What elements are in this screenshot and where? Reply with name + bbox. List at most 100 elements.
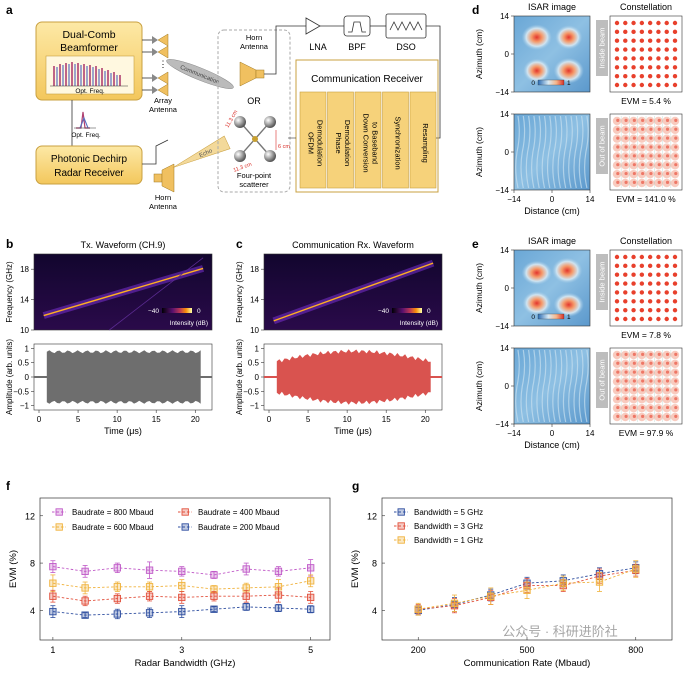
isar-streak	[531, 115, 536, 189]
constellation-point-core	[665, 127, 670, 131]
constellation-point-core	[657, 154, 661, 158]
constellation-point	[639, 47, 645, 52]
colorbar	[162, 308, 192, 313]
data-point	[242, 565, 250, 573]
constellation-point	[656, 254, 661, 260]
constellation-point	[614, 307, 620, 313]
constellation-point	[614, 73, 620, 79]
target-region	[217, 29, 291, 193]
constellation-point	[656, 307, 661, 313]
isar-streak	[573, 349, 579, 423]
panel-label-g: g	[352, 479, 359, 493]
legend-marker	[181, 523, 189, 531]
constellation-point-core	[632, 379, 636, 383]
constellation-point	[664, 47, 669, 52]
constellation-point-core	[641, 118, 645, 122]
isar-title: ISAR image	[528, 236, 576, 246]
ylabel-azimuth: Azimuth (cm)	[474, 361, 484, 411]
isar-streak	[520, 115, 526, 189]
constellation-point-core	[649, 388, 653, 392]
data-point	[81, 611, 89, 619]
waveform-envelope	[46, 350, 201, 404]
constellation-point	[614, 47, 620, 52]
constellation-point	[623, 20, 628, 26]
constellation-point-core	[665, 370, 670, 374]
constellation-point-core	[641, 370, 645, 374]
inside-beam-label: Inside beam	[598, 28, 607, 69]
isar-streak	[525, 349, 531, 423]
data-point	[49, 562, 57, 571]
svg-text:⋮: ⋮	[159, 59, 168, 69]
panel-label-f: f	[6, 479, 11, 493]
or-label: OR	[247, 96, 261, 106]
constellation-point	[647, 29, 653, 35]
data-point	[178, 581, 186, 590]
tick-label: 10	[20, 326, 29, 335]
isar-streak	[557, 115, 563, 189]
tick-label: −1	[250, 402, 260, 411]
panel-d: ISAR image Constellation 0 1 14 0 −14 Azimuth (…	[474, 2, 683, 216]
tick-label: −14	[495, 322, 509, 331]
constellation-point-core	[649, 118, 653, 122]
constellation-point	[614, 56, 620, 61]
constellation-point	[623, 82, 628, 88]
data-point	[145, 583, 154, 591]
constellation-point-core	[665, 145, 670, 149]
beam-label-bg	[596, 352, 608, 408]
constellation-point-core	[641, 145, 645, 149]
evm-inside: EVM = 5.4 %	[621, 96, 671, 106]
constellation-point	[672, 73, 678, 79]
tick-label: 0	[505, 148, 510, 157]
isar-streak	[536, 115, 542, 189]
isar-hotspot	[555, 25, 583, 50]
tick-label: 14	[500, 110, 509, 119]
data-point	[113, 564, 121, 572]
constellation-point	[614, 82, 620, 88]
colorbar-min: −40	[148, 308, 159, 315]
constellation-point	[623, 47, 628, 52]
opt-freq-label2: Opt. Freq.	[71, 132, 100, 139]
tick-label: 14	[250, 296, 259, 305]
panel-g-chart: 4 8 12 200 500 800 Communication Rate (Mbaud) E…	[350, 497, 673, 669]
tick-label: 14	[500, 246, 509, 255]
tick-label: 14	[586, 429, 595, 438]
chirp-sideband	[109, 257, 204, 331]
data-point	[414, 605, 422, 613]
data-point	[274, 591, 283, 599]
constellation-point	[631, 299, 636, 304]
legend-label: Bandwidth = 3 GHz	[414, 522, 483, 531]
constellation-point	[639, 82, 645, 88]
isar-streak	[557, 349, 563, 423]
dso-label: DSO	[396, 42, 416, 52]
constellation-point	[672, 82, 678, 88]
communication-receiver	[295, 59, 439, 193]
beam-label-bg	[596, 118, 608, 174]
tick-label: 14	[500, 344, 509, 353]
colorbar-max: 1	[567, 314, 571, 321]
constellation-point	[672, 38, 678, 43]
constellation-point-core	[632, 136, 636, 140]
data-point	[113, 610, 121, 618]
constellation-point-core	[616, 127, 620, 131]
constellation-point-core	[649, 180, 653, 184]
isar-hotspot	[553, 57, 584, 84]
legend-label: Baudrate = 600 Mbaud	[72, 523, 154, 532]
panel-c: Communication Rx. Waveform −40 0 Intensity …	[235, 240, 443, 436]
constellation-point-core	[624, 414, 628, 418]
xtick-label: 500	[519, 645, 534, 655]
constellation-point-core	[632, 118, 636, 122]
xtick-label: 1	[50, 645, 55, 655]
constellation-point-core	[616, 163, 620, 167]
data-point	[632, 565, 640, 573]
legend-marker	[55, 523, 63, 531]
ytick-label: 8	[30, 559, 35, 569]
constellation-point	[647, 47, 653, 52]
constellation-point	[672, 47, 678, 52]
watermark: 公众号 · 科研进阶社	[502, 624, 618, 639]
isar-streak	[562, 349, 568, 423]
constellation-point	[664, 272, 669, 277]
constellation-point-core	[624, 154, 628, 158]
panel-label-e: e	[472, 237, 479, 251]
constellation-point	[664, 263, 669, 269]
constellation-point-core	[674, 118, 678, 122]
